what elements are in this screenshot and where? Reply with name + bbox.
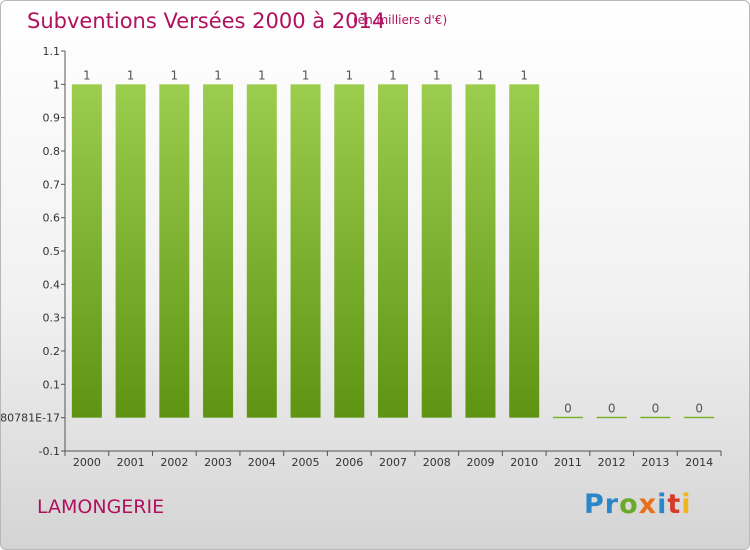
data-label: 1 [127, 68, 135, 82]
data-label: 0 [608, 402, 616, 416]
data-label: 1 [258, 68, 266, 82]
y-tick-label: 0.5 [43, 245, 61, 258]
logo-part: x [638, 489, 658, 520]
x-tick-label: 2009 [466, 456, 494, 469]
data-label: 0 [695, 402, 703, 416]
bar [246, 84, 277, 418]
y-tick-label: 0.7 [43, 178, 61, 191]
logo-part: t [667, 489, 682, 520]
data-label: 1 [477, 68, 485, 82]
data-label: 1 [389, 68, 397, 82]
bar [334, 84, 365, 418]
x-tick-label: 2005 [292, 456, 320, 469]
bar [378, 84, 408, 418]
y-tick-label: 0.6 [43, 212, 61, 225]
y-tick-label: -0.1 [39, 445, 60, 458]
y-tick-label: 1.1 [43, 45, 61, 58]
bar [203, 84, 234, 418]
x-tick-label: 2013 [641, 456, 669, 469]
bar [465, 84, 496, 418]
bar [421, 84, 452, 418]
y-tick-label: 0.2 [43, 345, 61, 358]
bar [640, 416, 671, 419]
bar [71, 84, 102, 418]
bar [596, 416, 627, 419]
x-tick-label: 2003 [204, 456, 232, 469]
logo-part: i [681, 489, 692, 520]
data-label: 1 [171, 68, 179, 82]
data-label: 0 [652, 402, 660, 416]
bar [159, 84, 190, 418]
data-label: 1 [83, 68, 91, 82]
x-tick-label: 2010 [510, 456, 538, 469]
y-tick-label: 0.4 [43, 278, 61, 291]
data-label: 0 [564, 402, 572, 416]
proxiti-logo: Proxiti [584, 489, 692, 520]
y-tick-label: 0.3 [43, 312, 61, 325]
y-tick-label: 0.8 [43, 145, 61, 158]
data-label: 1 [520, 68, 528, 82]
x-tick-label: 2007 [379, 456, 407, 469]
data-label: 1 [345, 68, 353, 82]
bar [552, 416, 583, 419]
bar [509, 84, 540, 418]
bar [684, 416, 715, 419]
x-tick-label: 2001 [117, 456, 145, 469]
y-tick-label: 0.1 [43, 378, 61, 391]
x-tick-label: 2004 [248, 456, 276, 469]
x-tick-label: 2006 [335, 456, 363, 469]
logo-part: Pr [584, 489, 620, 520]
data-label: 1 [214, 68, 222, 82]
x-tick-label: 2000 [73, 456, 101, 469]
y-tick-label: 1 [53, 78, 60, 91]
commune-name: LAMONGERIE [37, 496, 165, 518]
x-tick-label: 2014 [685, 456, 713, 469]
x-tick-label: 2011 [554, 456, 582, 469]
x-tick-label: 2002 [160, 456, 188, 469]
x-tick-label: 2008 [423, 456, 451, 469]
y-tick-label: 0.9 [43, 112, 61, 125]
data-label: 1 [433, 68, 441, 82]
bar [290, 84, 321, 418]
data-label: 1 [302, 68, 310, 82]
x-tick-label: 2012 [598, 456, 626, 469]
chart-unit: (en milliers d'€) [353, 13, 448, 27]
logo-part: o [619, 489, 639, 520]
chart-title: Subventions Versées 2000 à 2014 [27, 9, 386, 33]
y-tick-label: 1.387778780781E-17 [1, 412, 60, 425]
bar [115, 84, 146, 418]
logo-part: i [657, 489, 668, 520]
